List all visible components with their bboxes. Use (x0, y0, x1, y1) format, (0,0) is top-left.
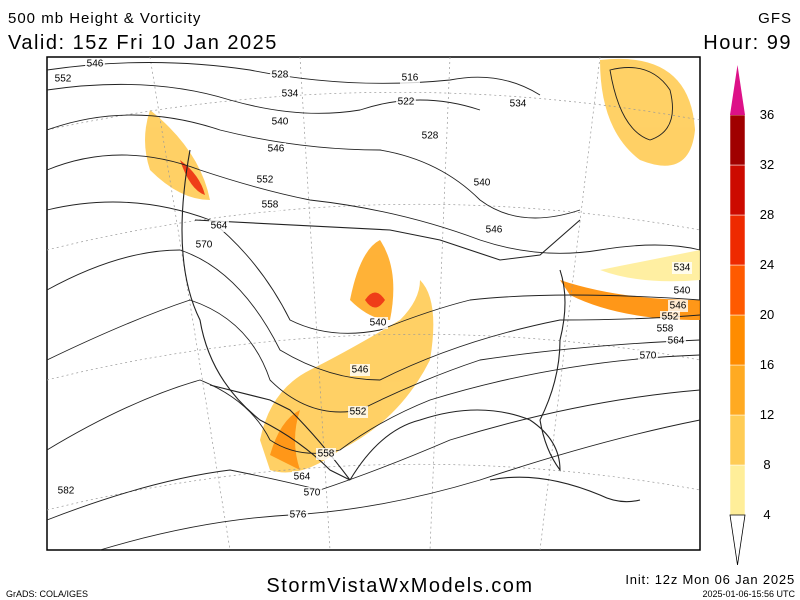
label-bg (350, 364, 370, 376)
label-bg (260, 199, 280, 211)
colorbar-top (730, 65, 745, 115)
model: GFS (758, 10, 792, 27)
contour-label: 534 (674, 263, 691, 274)
label-bg (85, 58, 105, 70)
label-bg (672, 262, 692, 274)
colorbar-label: 12 (760, 407, 774, 422)
label-bg (508, 98, 528, 110)
label-bg (348, 406, 368, 418)
forecast-hour: Hour: 99 (703, 32, 792, 54)
valid-time: Valid: 15z Fri 10 Jan 2025 (8, 32, 278, 54)
label-bg (655, 323, 675, 335)
vorticity-shading (145, 58, 700, 473)
colorbar-label: 36 (760, 107, 774, 122)
label-bg (316, 448, 336, 460)
contour-label: 564 (211, 221, 228, 232)
contour-label: 516 (402, 73, 419, 84)
colorbar-segment (729, 314, 746, 366)
label-bg (194, 239, 214, 251)
colorbar-segment (729, 364, 746, 416)
contour-label: 570 (196, 240, 213, 251)
credit: GrADS: COLA/IGES (6, 589, 88, 599)
label-bg (484, 224, 504, 236)
colorbar-label: 20 (760, 307, 774, 322)
contour-label: 546 (87, 59, 104, 70)
init-time: Init: 12z Mon 06 Jan 2025 (625, 572, 795, 587)
contour-label: 570 (304, 488, 321, 499)
graticule (46, 56, 701, 551)
colorbar-label: 32 (760, 157, 774, 172)
label-bg (660, 311, 680, 323)
contour-label: 528 (422, 131, 439, 142)
colorbar-segment (729, 414, 746, 466)
label-bg (368, 317, 388, 329)
colorbar-segment (729, 164, 746, 216)
label-bg (396, 96, 416, 108)
label-bg (292, 471, 312, 483)
contour-label: 546 (352, 365, 369, 376)
contour-label: 546 (670, 301, 687, 312)
label-bg (638, 350, 658, 362)
label-bg (400, 72, 420, 84)
label-bg (56, 485, 76, 497)
contour-label: 582 (58, 486, 75, 497)
timestamp: 2025-01-06-15:56 UTC (702, 589, 795, 599)
contour-label: 528 (272, 70, 289, 81)
contour-label: 546 (486, 225, 503, 236)
contour-label: 564 (294, 472, 311, 483)
contour-label: 534 (510, 99, 527, 110)
colorbar-bottom (729, 514, 746, 566)
label-bg (209, 220, 229, 232)
label-bg (672, 285, 692, 297)
label-bg (280, 88, 300, 100)
colorbar-label: 4 (763, 507, 770, 522)
contour-label: 522 (398, 97, 415, 108)
label-bg (668, 300, 688, 312)
label-bg (270, 69, 290, 81)
title: 500 mb Height & Vorticity (8, 10, 201, 27)
colorbar-label: 24 (760, 257, 774, 272)
contour-label: 552 (350, 407, 367, 418)
contour-label: 546 (268, 144, 285, 155)
label-bg (666, 335, 686, 347)
contour-label: 552 (55, 74, 72, 85)
contour-label: 534 (282, 89, 299, 100)
colorbar-segment (729, 114, 746, 166)
contour-label: 570 (640, 351, 657, 362)
colorbar-label: 28 (760, 207, 774, 222)
label-bg (270, 116, 290, 128)
label-bg (266, 143, 286, 155)
colorbar-segment (729, 464, 746, 516)
contour-label: 540 (474, 178, 491, 189)
contour-label: 540 (370, 318, 387, 329)
colorbar-label: 8 (763, 457, 770, 472)
label-bg (53, 73, 73, 85)
borders (181, 149, 641, 503)
contour-label: 558 (657, 324, 674, 335)
colorbar-label: 16 (760, 357, 774, 372)
contour-label: 552 (257, 175, 274, 186)
label-bg (302, 487, 322, 499)
height-contours (46, 62, 701, 551)
colorbar-segment (729, 264, 746, 316)
contour-label: 576 (290, 510, 307, 521)
contour-label: 564 (668, 336, 685, 347)
site-name: StormVistaWxModels.com (266, 575, 533, 597)
contour-label: 552 (662, 312, 679, 323)
contour-label: 558 (318, 449, 335, 460)
contour-label: 540 (674, 286, 691, 297)
contour-label: 558 (262, 200, 279, 211)
contour-label: 540 (272, 117, 289, 128)
colorbar-segment (729, 214, 746, 266)
label-bg (255, 174, 275, 186)
colorbar: 4 8 12 16 20 24 28 32 36 (729, 65, 774, 566)
label-bg (472, 177, 492, 189)
label-bg (288, 509, 308, 521)
label-bg (420, 130, 440, 142)
